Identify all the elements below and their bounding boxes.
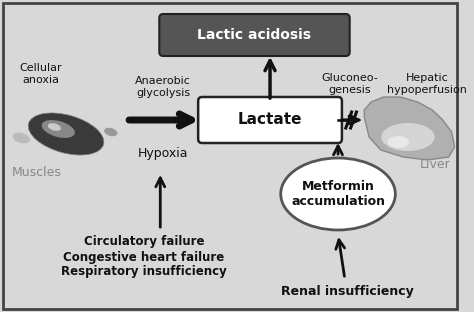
Text: Gluconeo-
genesis: Gluconeo- genesis (321, 73, 378, 95)
Text: Metformin
accumulation: Metformin accumulation (291, 180, 385, 208)
FancyBboxPatch shape (3, 3, 457, 309)
FancyBboxPatch shape (159, 14, 350, 56)
Polygon shape (364, 97, 455, 160)
Text: Circulatory failure
Congestive heart failure
Respiratory insufficiency: Circulatory failure Congestive heart fai… (61, 236, 227, 279)
Text: Lactic acidosis: Lactic acidosis (198, 28, 311, 42)
Ellipse shape (104, 128, 118, 136)
Ellipse shape (388, 136, 409, 148)
Ellipse shape (381, 123, 435, 151)
Text: Anaerobic
glycolysis: Anaerobic glycolysis (135, 76, 191, 98)
Ellipse shape (281, 158, 395, 230)
Ellipse shape (48, 123, 61, 131)
Ellipse shape (13, 133, 30, 143)
Text: Lactate: Lactate (238, 113, 302, 128)
Text: Muscles: Muscles (12, 165, 62, 178)
Ellipse shape (42, 120, 75, 138)
Ellipse shape (28, 113, 104, 155)
FancyBboxPatch shape (198, 97, 342, 143)
Text: Hypoxia: Hypoxia (138, 148, 189, 160)
Text: Liver: Liver (420, 158, 450, 170)
Text: Cellular
anoxia: Cellular anoxia (19, 63, 62, 85)
Text: Hepatic
hypoperfusion: Hepatic hypoperfusion (387, 73, 467, 95)
Text: Renal insufficiency: Renal insufficiency (282, 285, 414, 299)
